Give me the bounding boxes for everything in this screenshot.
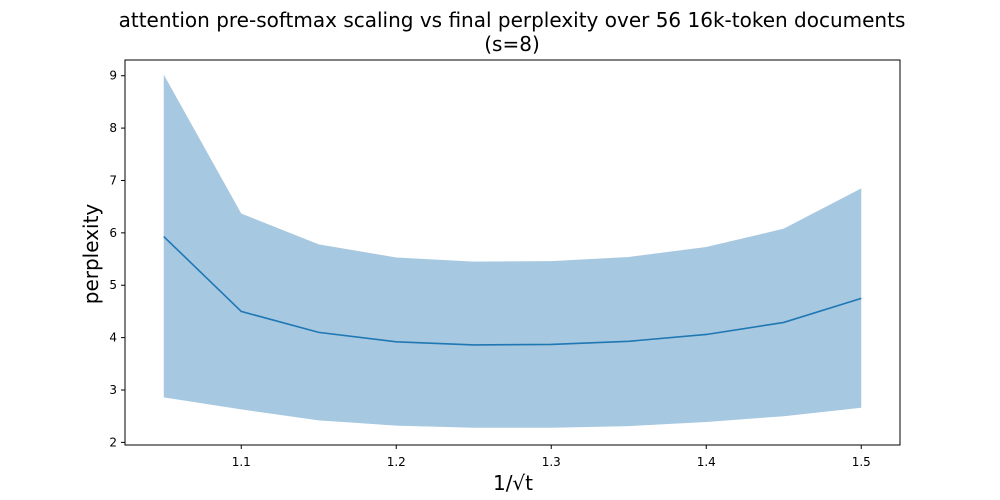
y-tick-label: 9 xyxy=(109,69,117,83)
confidence-band-0 xyxy=(163,74,862,428)
y-axis-label: perplexity xyxy=(79,204,103,305)
x-tick-label: 1.1 xyxy=(232,455,251,469)
x-tick-label: 1.4 xyxy=(697,455,716,469)
plot-area xyxy=(163,74,862,428)
y-tick-label: 4 xyxy=(109,331,117,345)
y-tick-label: 3 xyxy=(109,383,117,397)
y-tick-label: 2 xyxy=(109,435,117,449)
chart-title: attention pre-softmax scaling vs final p… xyxy=(119,8,906,32)
x-tick-label: 1.2 xyxy=(387,455,406,469)
y-tick-label: 8 xyxy=(109,121,117,135)
x-tick-label: 1.5 xyxy=(852,455,871,469)
chart-title-line2: (s=8) xyxy=(484,32,540,56)
y-tick-label: 7 xyxy=(109,173,117,187)
perplexity-line-0 xyxy=(163,235,862,346)
y-axis: 2 3 4 5 6 7 8 9 xyxy=(109,69,125,449)
x-axis-label: 1/√t xyxy=(493,471,533,495)
plot-frame xyxy=(124,59,901,446)
x-tick-label: 1.3 xyxy=(542,455,561,469)
y-tick-label: 5 xyxy=(109,278,117,292)
y-tick-label: 6 xyxy=(109,226,117,240)
x-axis: 1.1 1.2 1.3 1.4 1.5 xyxy=(232,445,871,469)
